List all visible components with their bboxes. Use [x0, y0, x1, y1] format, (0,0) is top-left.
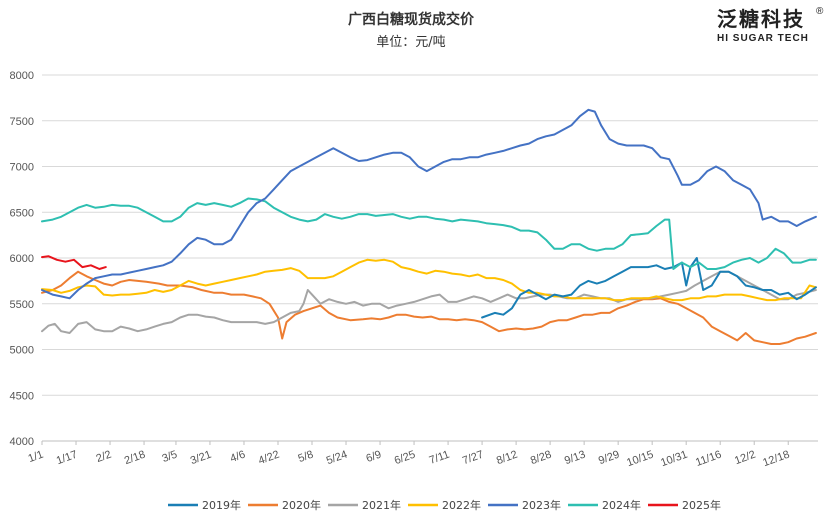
series-line-0 — [481, 257, 817, 319]
legend-label-1: 2020年 — [282, 498, 321, 512]
x-axis: 1/1 1/17 2/2 2/18 3/5 3/21 4/6 4/22 5/8 5/24 6/9 6/… — [27, 440, 818, 470]
x-tick-label: 10/15 — [625, 449, 655, 470]
x-tick-label: 9/29 — [597, 449, 621, 468]
x-tick-label: 5/8 — [297, 449, 315, 466]
x-tick-label: 1/1 — [27, 449, 45, 466]
x-tick-label: 3/5 — [160, 449, 178, 466]
series-line-1 — [41, 270, 817, 345]
x-tick-label: 1/17 — [55, 449, 79, 468]
y-tick-label: 7000 — [10, 162, 34, 174]
x-tick-label: 11/16 — [694, 449, 723, 469]
legend-label-3: 2022年 — [442, 498, 481, 512]
y-tick-label: 6000 — [10, 253, 34, 265]
x-tick-label: 6/25 — [393, 449, 417, 468]
x-tick-label: 7/11 — [428, 449, 451, 467]
x-tick-label: 12/2 — [733, 449, 757, 468]
brand-name-cn: 泛糖科技 — [717, 7, 805, 31]
legend-label-5: 2024年 — [602, 498, 641, 512]
series-layer — [41, 108, 817, 345]
y-tick-label: 5000 — [10, 345, 34, 357]
x-tick-label: 9/13 — [563, 449, 587, 468]
y-tick-label: 5500 — [10, 299, 34, 311]
x-tick-label: 12/18 — [761, 449, 791, 470]
series-line-5 — [41, 197, 817, 270]
brand-registered-mark: ® — [816, 6, 824, 17]
series-line-6 — [41, 255, 107, 270]
series-line-2 — [41, 270, 817, 334]
brand-name-en: HI SUGAR TECH — [717, 33, 809, 44]
x-tick-label: 8/12 — [495, 449, 519, 468]
legend-label-0: 2019年 — [202, 498, 241, 512]
chart-subtitle: 单位：元/吨 — [376, 35, 445, 50]
x-tick-label: 7/27 — [461, 449, 485, 468]
x-tick-label: 8/28 — [529, 449, 553, 468]
x-tick-label: 2/18 — [123, 449, 147, 468]
x-tick-label: 2/2 — [95, 449, 113, 466]
legend-label-4: 2023年 — [522, 498, 561, 512]
y-tick-label: 8000 — [10, 70, 34, 82]
y-tick-label: 4000 — [10, 436, 34, 448]
legend: 2019年 2020年 2021年 2022年 2023年 2024年 2025年 — [168, 498, 721, 512]
legend-label-2: 2021年 — [362, 498, 401, 512]
y-tick-label: 6500 — [10, 207, 34, 219]
grid-layer — [42, 74, 818, 442]
legend-label-6: 2025年 — [682, 498, 721, 512]
x-tick-label: 3/21 — [189, 449, 213, 468]
x-tick-label: 10/31 — [659, 449, 689, 470]
y-tick-label: 7500 — [10, 116, 34, 128]
x-tick-label: 4/22 — [257, 449, 281, 468]
y-axis: 4000 4500 5000 5500 6000 6500 7000 7500 8000 — [10, 70, 34, 448]
brand-logo: 泛糖科技 ® HI SUGAR TECH — [717, 6, 824, 44]
chart-title: 广西白糖现货成交价 — [348, 11, 475, 28]
x-tick-label: 4/6 — [229, 449, 247, 466]
x-tick-label: 5/24 — [325, 449, 349, 468]
y-tick-label: 4500 — [10, 390, 34, 402]
series-line-3 — [41, 258, 817, 302]
series-line-4 — [41, 108, 817, 300]
x-tick-label: 6/9 — [365, 449, 383, 466]
